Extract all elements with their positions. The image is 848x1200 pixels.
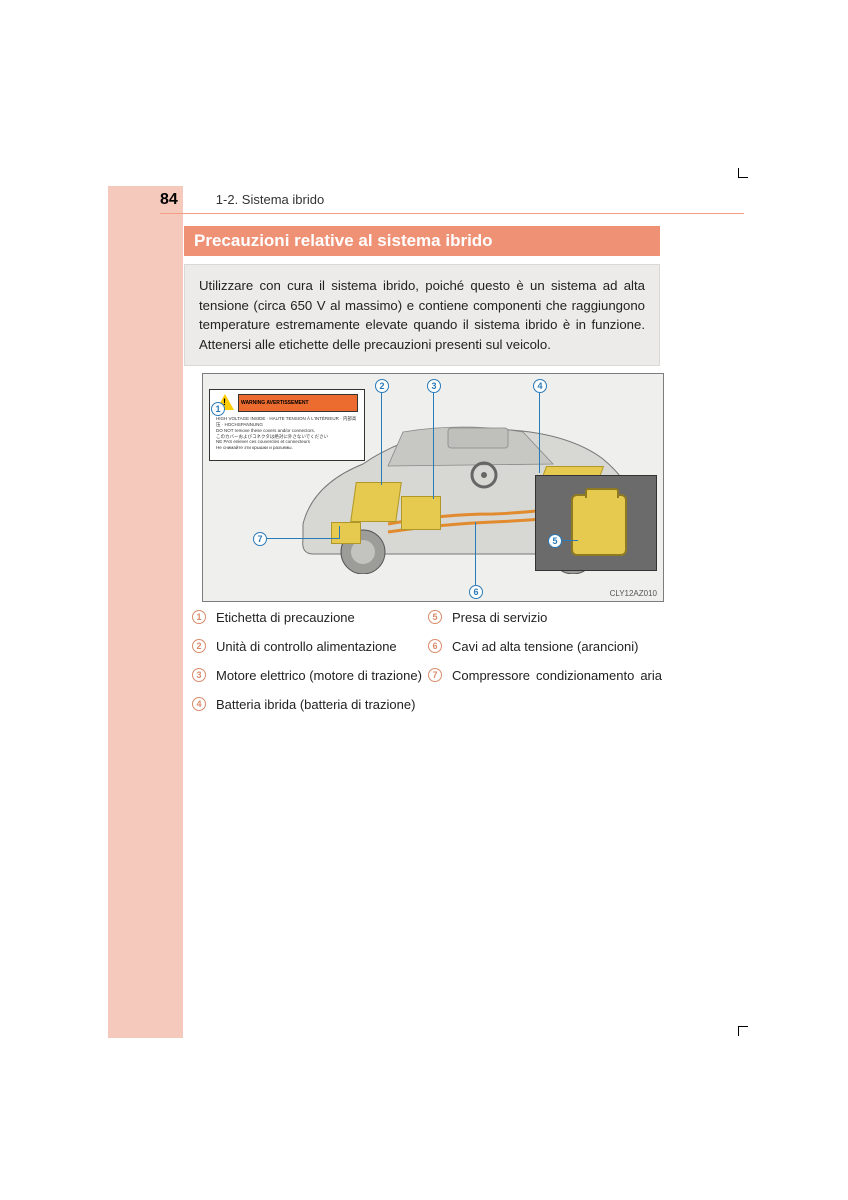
- electric-motor: [401, 496, 441, 530]
- section-label: 1-2. Sistema ibrido: [216, 192, 324, 207]
- warning-label-inset: WARNING AVERTISSEMENT HIGH VOLTAGE INSID…: [209, 389, 365, 461]
- intro-text: Utilizzare con cura il sistema ibrido, p…: [199, 278, 645, 352]
- leader-line: [339, 526, 340, 539]
- warning-label-text: HIGH VOLTAGE INSIDE · HAUTE TENSION À L'…: [216, 416, 358, 451]
- section-title: Precauzioni relative al sistema ibrido: [194, 231, 493, 250]
- legend-number-icon: 1: [192, 610, 210, 625]
- legend-number-icon: 5: [428, 610, 446, 625]
- callout-6: 6: [469, 585, 483, 599]
- legend-text: Motore elettrico (motore di trazione): [216, 667, 426, 686]
- legend-number-icon: 6: [428, 639, 446, 654]
- legend-column-right: 5 Presa di servizio 6 Cavi ad alta tensi…: [428, 609, 662, 696]
- legend-number-icon: 7: [428, 668, 446, 683]
- margin-sidebar: [108, 186, 183, 1038]
- legend-text: Compressore condizionamento aria: [452, 667, 662, 686]
- legend-item: 6 Cavi ad alta tensione (arancioni): [428, 638, 662, 657]
- callout-7: 7: [253, 532, 267, 546]
- diagram-reference: CLY12AZ010: [610, 589, 657, 598]
- leader-line: [562, 540, 578, 541]
- header-rule: [160, 213, 744, 214]
- leader-line: [475, 522, 476, 585]
- legend-number-icon: 3: [192, 668, 210, 683]
- warning-heading: WARNING AVERTISSEMENT: [241, 400, 309, 406]
- warning-strip: WARNING AVERTISSEMENT: [238, 394, 358, 412]
- legend-number-icon: 2: [192, 639, 210, 654]
- legend-item: 1 Etichetta di precauzione: [192, 609, 426, 628]
- leader-line: [267, 538, 339, 539]
- legend-item: 4 Batteria ibrida (batteria di trazione): [192, 696, 426, 715]
- page-header: 84 1-2. Sistema ibrido: [160, 191, 742, 209]
- page-number: 84: [160, 191, 178, 209]
- legend-text: Etichetta di precauzione: [216, 609, 426, 628]
- power-control-unit: [350, 482, 402, 522]
- legend-item: 2 Unità di controllo alimentazione: [192, 638, 426, 657]
- manual-page: 84 1-2. Sistema ibrido Precauzioni relat…: [0, 0, 848, 1200]
- legend-text: Unità di controllo alimentazione: [216, 638, 426, 657]
- service-plug-inset: [535, 475, 657, 571]
- leader-line: [381, 393, 382, 485]
- legend-item: 5 Presa di servizio: [428, 609, 662, 628]
- crop-mark: [738, 1026, 748, 1036]
- callout-2: 2: [375, 379, 389, 393]
- legend-text: Cavi ad alta tensione (arancioni): [452, 638, 662, 657]
- legend-number-icon: 4: [192, 697, 210, 712]
- intro-box: Utilizzare con cura il sistema ibrido, p…: [184, 264, 660, 366]
- legend-text: Presa di servizio: [452, 609, 662, 628]
- section-title-bar: Precauzioni relative al sistema ibrido: [184, 226, 660, 256]
- callout-5: 5: [548, 534, 562, 548]
- leader-line: [539, 393, 540, 473]
- service-plug-icon: [571, 494, 627, 556]
- legend-column-left: 1 Etichetta di precauzione 2 Unità di co…: [192, 609, 426, 724]
- legend-item: 3 Motore elettrico (motore di trazione): [192, 667, 426, 686]
- callout-4: 4: [533, 379, 547, 393]
- callout-1: 1: [211, 402, 225, 416]
- crop-mark: [738, 168, 748, 178]
- leader-line: [433, 393, 434, 499]
- ac-compressor: [331, 522, 361, 544]
- legend-text: Batteria ibrida (batteria di trazione): [216, 696, 426, 715]
- callout-3: 3: [427, 379, 441, 393]
- legend-item: 7 Compressore condizionamento aria: [428, 667, 662, 686]
- hybrid-system-diagram: WARNING AVERTISSEMENT HIGH VOLTAGE INSID…: [202, 373, 664, 602]
- steering-wheel-icon: [469, 460, 499, 490]
